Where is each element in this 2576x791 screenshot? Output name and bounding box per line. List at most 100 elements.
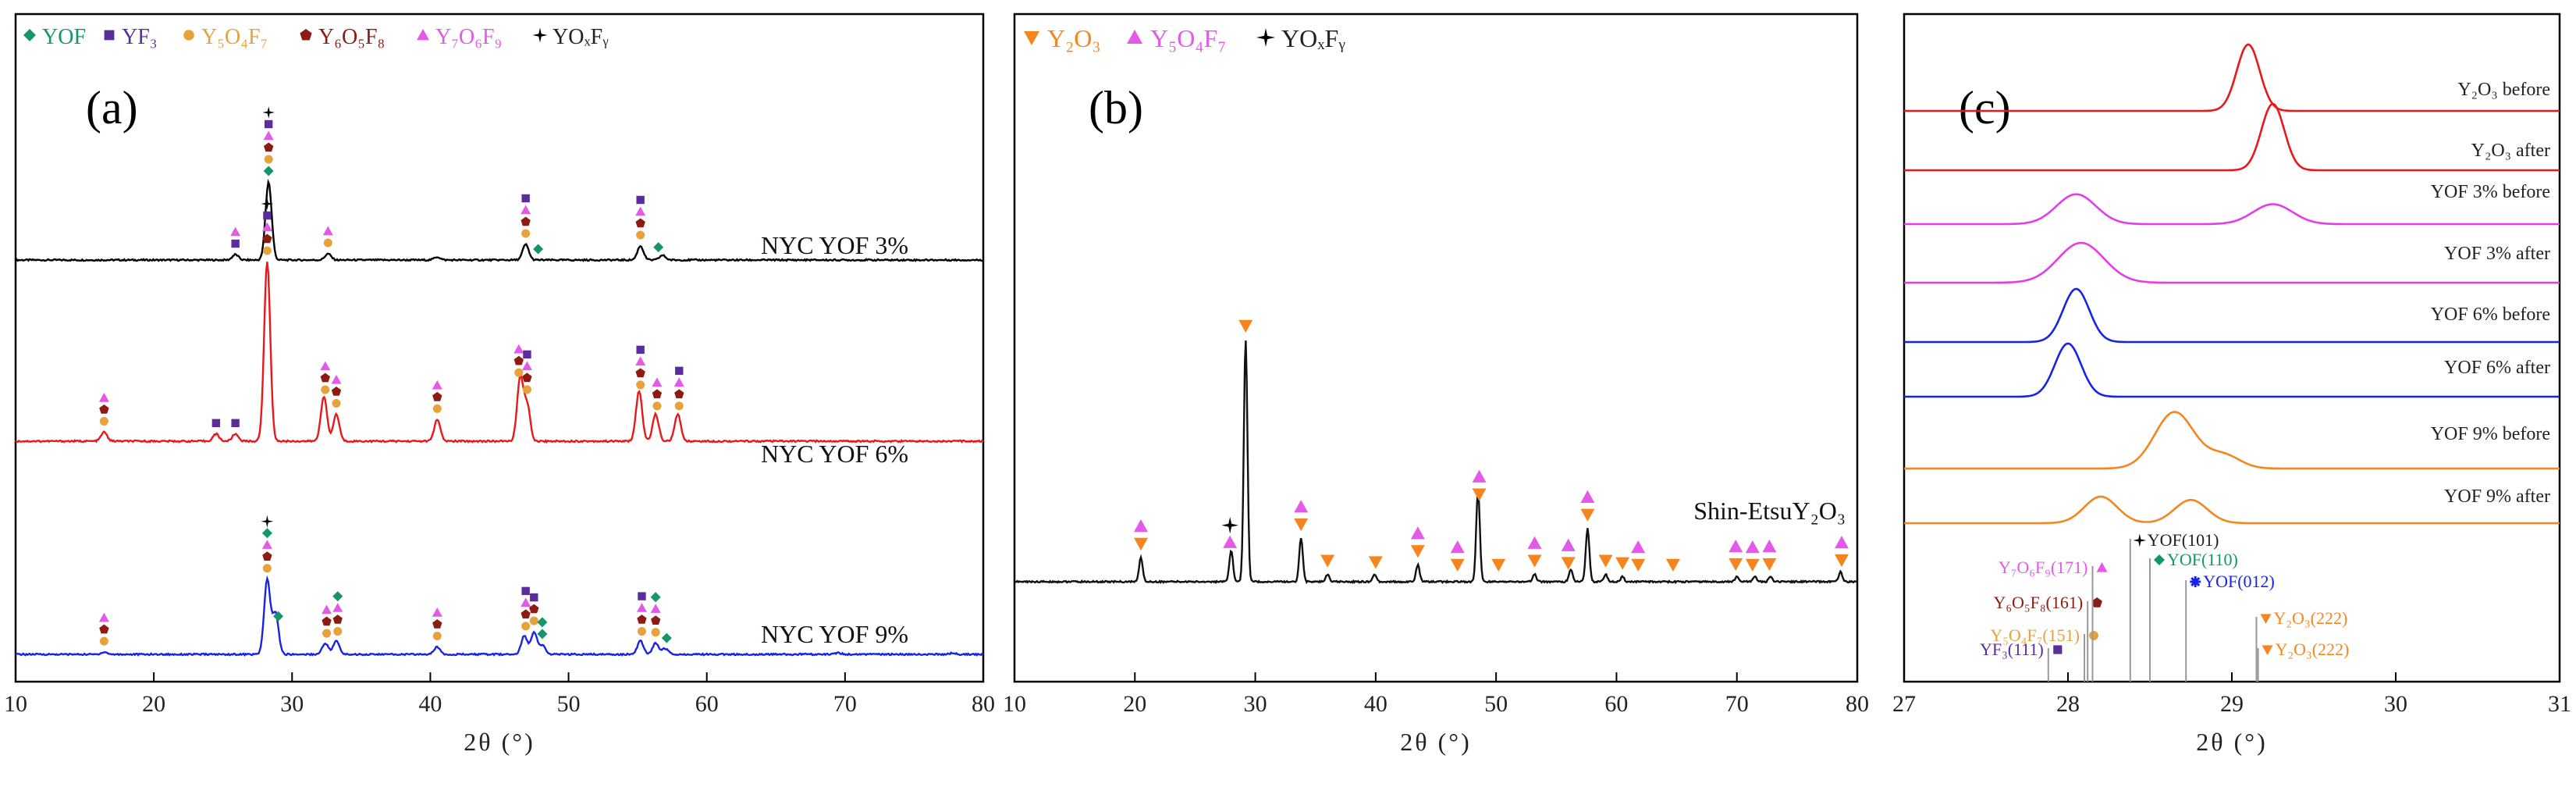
series-label: YOF 3% after	[2444, 244, 2550, 264]
phase-marker-y7o6f9-icon	[322, 226, 333, 236]
phase-marker-yf3-icon	[636, 195, 645, 205]
series-label: YOF 3% before	[2431, 182, 2550, 202]
phase-marker-yof-icon	[661, 632, 672, 643]
phase-marker-y2o3-icon	[1472, 488, 1487, 501]
legend-label: Y₂O₃	[1047, 24, 1101, 52]
phase-marker-yf3-icon	[264, 119, 273, 129]
phase-marker-y6o5f8-icon	[262, 233, 272, 244]
phase-marker-y5o4f7-icon	[333, 627, 343, 636]
series-label: YOF 9% after	[2444, 486, 2550, 507]
phase-marker-y5o4f7-icon	[529, 616, 538, 625]
phase-marker-yof-icon	[537, 629, 548, 640]
phase-marker-yof-icon	[261, 528, 272, 539]
phase-marker-yf3-icon	[231, 419, 240, 427]
phase-marker-y5o4f7-icon	[262, 246, 272, 255]
phase-marker-yf3-icon	[636, 345, 645, 355]
phase-marker-y6o5f8-icon	[637, 615, 647, 624]
x-tick-label: 40	[418, 691, 442, 717]
phase-marker-y5o4f7-icon	[521, 622, 531, 631]
x-tick-label: 50	[557, 691, 581, 717]
phase-marker-y5o4f7_b-icon	[1580, 490, 1595, 503]
phase-marker-yof-icon	[273, 611, 284, 622]
phase-marker-y2o3-icon	[1320, 554, 1335, 568]
x-tick-label: 27	[1892, 691, 1916, 717]
reference-marker-triangle-icon	[2096, 562, 2108, 572]
phase-marker-y2o3-icon	[1491, 558, 1506, 572]
series-line-c-1	[1904, 43, 2560, 112]
legend-symbol-yoxfy-icon	[532, 27, 548, 43]
phase-marker-y2o3-icon	[1580, 508, 1595, 522]
legend-symbol-yof-icon	[23, 29, 36, 41]
phase-marker-y2o3-icon	[1368, 556, 1383, 569]
legend-label: YOₓFᵧ	[1281, 24, 1345, 52]
phase-marker-y7o6f9-icon	[230, 226, 241, 237]
phase-marker-y6o5f8-icon	[432, 619, 442, 629]
phase-marker-y6o5f8-icon	[320, 372, 330, 383]
panel-label-c: (c)	[1959, 82, 2011, 134]
phase-marker-y5o4f7-icon	[264, 155, 273, 164]
phase-marker-y2o3-icon	[1762, 558, 1777, 572]
panel-a-frame	[14, 12, 985, 683]
phase-marker-y5o4f7_b-icon	[1631, 540, 1646, 554]
x-tick-label: 30	[2384, 691, 2407, 717]
phase-marker-y2o3-icon	[1527, 554, 1542, 568]
x-axis-label: 2θ (°)	[464, 728, 535, 756]
phase-marker-y5o4f7_b-icon	[1134, 519, 1148, 533]
legend-symbol-y5o4f7-icon	[183, 30, 194, 41]
phase-marker-y2o3-icon	[1561, 557, 1576, 570]
reference-label: Y₂O₃(222)	[2274, 608, 2348, 628]
x-tick-label: 80	[972, 691, 995, 717]
phase-marker-y2o3-icon	[1410, 545, 1425, 558]
phase-marker-y5o4f7-icon	[432, 631, 442, 641]
x-tick-label: 20	[1123, 691, 1146, 717]
phase-marker-y2o3-icon	[1598, 554, 1613, 568]
x-tick-label: 10	[1003, 691, 1026, 717]
phase-marker-y6o5f8-icon	[322, 616, 332, 626]
x-tick-label: 30	[280, 691, 304, 717]
phase-marker-y7o6f9-icon	[332, 603, 343, 612]
legend-symbol-y6o5f8-icon	[300, 29, 312, 41]
phase-marker-yf3-icon	[231, 239, 240, 248]
legend-symbol-yoxfy-icon	[1256, 28, 1275, 47]
phase-marker-yof-icon	[653, 242, 664, 253]
phase-marker-y5o4f7-icon	[332, 398, 341, 408]
reference-marker-star-icon	[2133, 533, 2147, 547]
x-axis-label: 2θ (°)	[1400, 728, 1471, 756]
phase-marker-y6o5f8-icon	[513, 355, 524, 365]
reference-label: YOF(012)	[2203, 572, 2275, 591]
reference-label: YF₃(111)	[1980, 640, 2044, 659]
series-line-c-4	[1904, 241, 2560, 284]
phase-marker-y5o4f7_b-icon	[1745, 540, 1760, 554]
phase-marker-yoxfy-icon	[1221, 516, 1238, 534]
phase-marker-y6o5f8-icon	[522, 372, 532, 383]
legend-label: Y₇O₆F₉	[435, 25, 502, 49]
phase-marker-y5o4f7-icon	[521, 229, 531, 238]
phase-marker-yoxfy-icon	[261, 198, 274, 210]
phase-marker-y6o5f8-icon	[529, 604, 539, 614]
phase-marker-y2o3-icon	[1745, 558, 1760, 572]
panel-label-a: (a)	[86, 82, 138, 134]
legend-symbol-y5o4f7_b-icon	[1127, 30, 1142, 44]
phase-marker-y7o6f9-icon	[635, 206, 646, 216]
phase-marker-y7o6f9-icon	[521, 597, 531, 608]
reference-marker-triangle-down-icon	[2262, 645, 2273, 655]
phase-marker-y5o4f7_b-icon	[1472, 469, 1487, 483]
phase-marker-yf3-icon	[521, 194, 530, 203]
series-line-1	[15, 178, 984, 262]
phase-marker-y5o4f7_b-icon	[1294, 500, 1309, 513]
phase-marker-y7o6f9-icon	[322, 604, 332, 615]
phase-marker-y2o3-icon	[1834, 554, 1849, 568]
phase-marker-y6o5f8-icon	[264, 142, 274, 152]
phase-marker-y6o5f8-icon	[674, 389, 684, 399]
phase-marker-yf3-icon	[638, 592, 646, 600]
phase-marker-y6o5f8-icon	[99, 404, 109, 414]
phase-marker-y7o6f9-icon	[652, 377, 663, 387]
phase-marker-y2o3-icon	[1450, 558, 1465, 572]
legend-label: Y₆O₅F₈	[318, 25, 385, 49]
reference-label: YOF(110)	[2167, 550, 2238, 569]
x-tick-label: 20	[142, 691, 165, 717]
phase-marker-yof-icon	[332, 591, 343, 602]
phase-marker-y2o3-icon	[1134, 537, 1148, 550]
reference-label: Y₆O₅F₈(161)	[1994, 593, 2084, 612]
phase-marker-y5o4f7_b-icon	[1762, 540, 1777, 553]
